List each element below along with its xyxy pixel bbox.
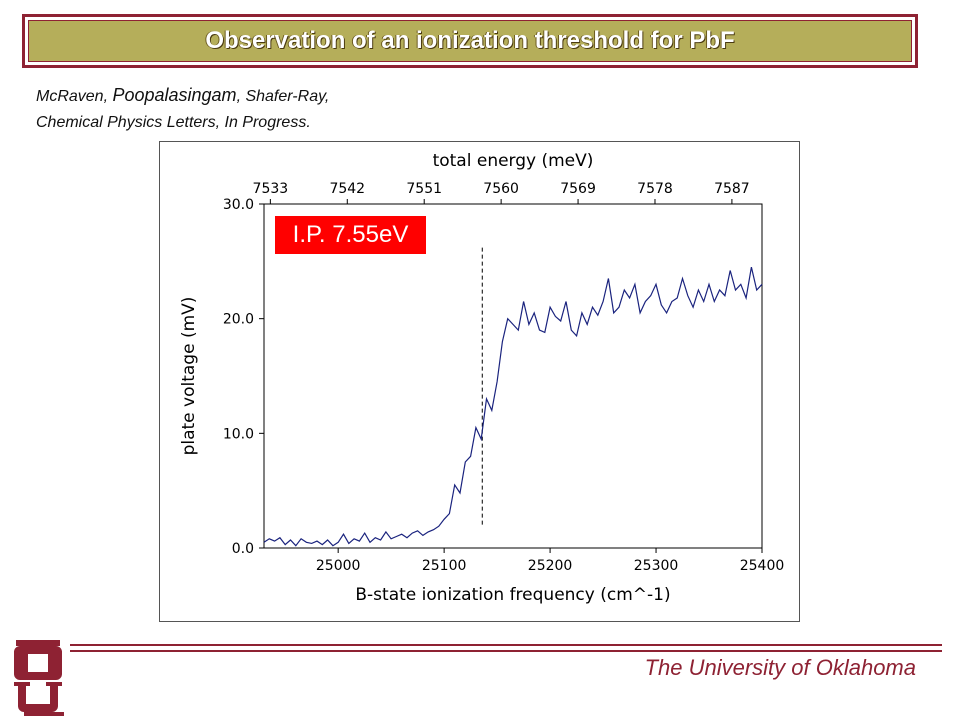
top-axis-label: total energy (meV) — [433, 151, 594, 171]
university-name: The University of Oklahoma — [644, 655, 916, 680]
x-axis-label: B-state ionization frequency (cm^-1) — [355, 585, 670, 605]
footer-divider — [70, 644, 942, 652]
x-tick-label: 25000 — [316, 558, 361, 574]
x-tick-label: 25100 — [422, 558, 467, 574]
ionization-chart: 25000 25100 25200 25300 25400 0.0 10.0 20.0 30.0… — [179, 151, 785, 605]
ip-annotation-label: I.P. 7.55eV — [275, 216, 426, 254]
x-tick-label: 25200 — [528, 558, 573, 574]
title-banner-inner: Observation of an ionization threshold f… — [28, 20, 912, 62]
ou-logo-icon — [14, 640, 64, 716]
author-line: McRaven, Poopalasingam, Shafer-Ray, — [36, 82, 329, 110]
slide-title: Observation of an ionization threshold f… — [205, 27, 735, 54]
y-axis-label: plate voltage (mV) — [179, 297, 199, 456]
top-tick-label: 7542 — [329, 181, 365, 197]
top-tick-label: 7560 — [483, 181, 519, 197]
x-tick-label: 25300 — [634, 558, 679, 574]
author-3: , Shafer-Ray, — [236, 88, 330, 105]
chart-frame: 25000 25100 25200 25300 25400 0.0 10.0 20.0 30.0… — [159, 141, 800, 622]
top-tick-label: 7533 — [253, 181, 289, 197]
x-tick-label: 25400 — [740, 558, 785, 574]
author-citation: McRaven, Poopalasingam, Shafer-Ray, Chem… — [36, 82, 329, 136]
top-tick-label: 7569 — [560, 181, 596, 197]
series-line — [263, 266, 763, 547]
y-tick-label: 30.0 — [223, 197, 254, 213]
plot-frame — [263, 203, 763, 549]
title-banner: Observation of an ionization threshold f… — [22, 14, 918, 68]
y-tick-label: 20.0 — [223, 312, 254, 328]
author-1: McRaven, — [36, 88, 113, 105]
citation-line: Chemical Physics Letters, In Progress. — [36, 114, 311, 131]
y-tick-label: 0.0 — [232, 541, 254, 557]
y-tick-label: 10.0 — [223, 426, 254, 442]
top-tick-label: 7587 — [714, 181, 750, 197]
top-tick-label: 7578 — [637, 181, 673, 197]
top-tick-label: 7551 — [406, 181, 442, 197]
author-2: Poopalasingam — [112, 85, 237, 105]
